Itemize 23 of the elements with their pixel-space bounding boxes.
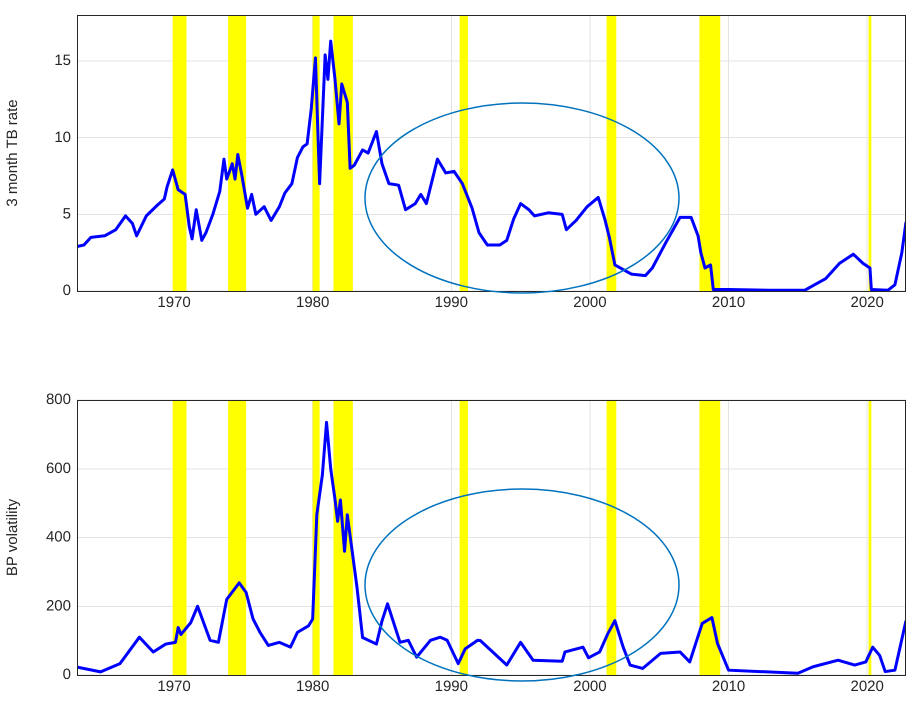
y-tick-label: 600 — [46, 460, 71, 477]
x-tick-label: 2000 — [573, 294, 607, 312]
x-tick-label: 1970 — [157, 678, 191, 696]
x-tick-label: 2000 — [573, 678, 607, 696]
x-tick-label: 2020 — [850, 294, 884, 312]
x-tick-label: 1980 — [296, 294, 330, 312]
y-tick-label: 15 — [54, 52, 71, 70]
x-tick-label: 1980 — [296, 678, 330, 696]
x-tick-label: 1970 — [157, 294, 191, 312]
x-tick-label: 1990 — [434, 678, 468, 696]
y-tick-label: 200 — [46, 597, 71, 614]
x-tick-label: 2010 — [712, 294, 746, 312]
y-tick-label: 5 — [62, 205, 71, 222]
y-tick-label: 10 — [54, 128, 71, 146]
y-tick-label: 800 — [46, 391, 71, 408]
x-tick-label: 2010 — [712, 678, 746, 696]
x-tick-label: 2020 — [850, 678, 884, 696]
x-tick-label: 1990 — [434, 294, 468, 312]
y-tick-label: 400 — [46, 528, 71, 546]
y-tick-label: 0 — [62, 282, 71, 300]
y-tick-label: 0 — [62, 666, 71, 684]
y-axis-title: BP volatility — [4, 498, 22, 576]
y-axis-title: 3 month TB rate — [4, 99, 22, 207]
